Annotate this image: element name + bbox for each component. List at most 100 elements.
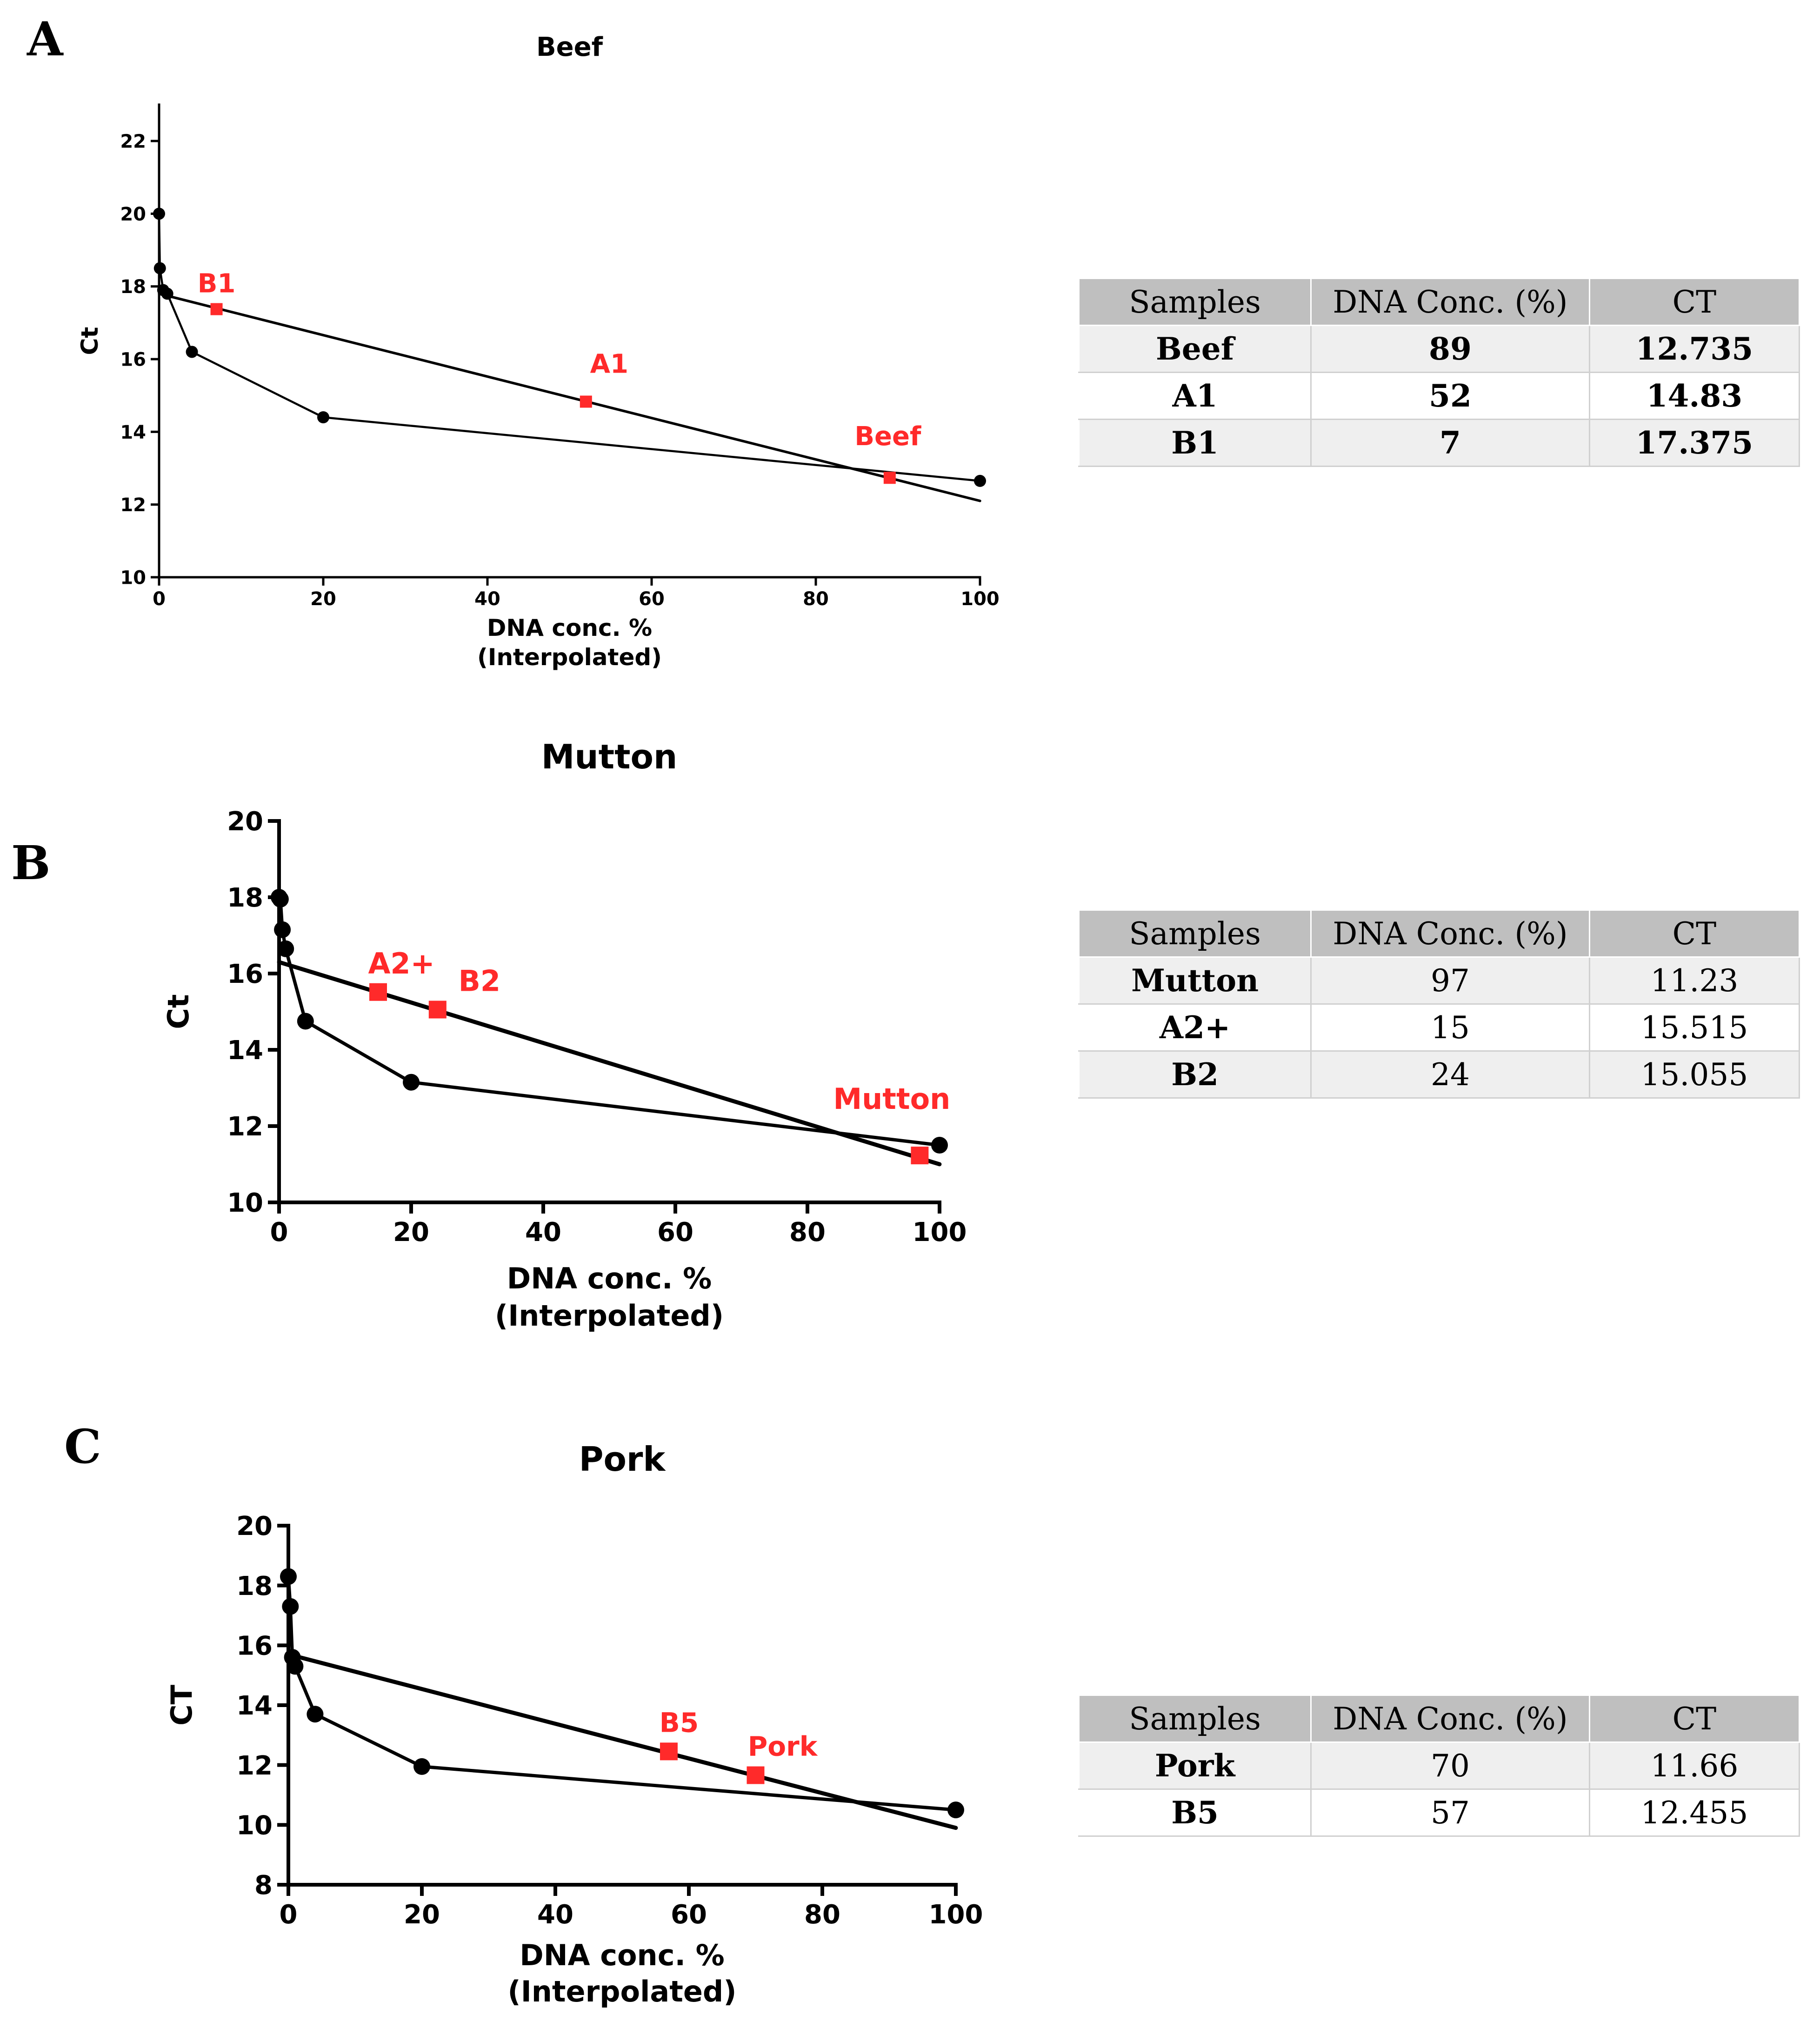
cell-sample: A2+ — [1078, 1003, 1312, 1052]
standard-point — [186, 346, 198, 358]
standard-curve-line — [287, 1574, 958, 1812]
y-axis-label: Ct — [161, 994, 195, 1029]
x-tick-label: 40 — [537, 1900, 573, 1930]
standard-point — [297, 1013, 314, 1030]
table-row: Mutton 97 11.23 — [1078, 956, 1800, 1005]
table-header-row: Samples DNA Conc. (%) CT — [1078, 278, 1800, 326]
y-tick-label: 16 — [120, 349, 146, 370]
standard-point — [307, 1706, 324, 1723]
x-tick-label: 100 — [913, 1217, 967, 1247]
sample-label: B5 — [660, 1707, 699, 1738]
cell-sample: B5 — [1078, 1788, 1312, 1837]
sample-marker — [369, 983, 387, 1001]
cell-dna-conc: 89 — [1310, 325, 1590, 373]
x-tick-label: 80 — [789, 1217, 826, 1247]
y-tick-label: 10 — [236, 1810, 273, 1841]
panel-letter-c: C — [64, 1419, 101, 1474]
x-tick-label: 20 — [393, 1217, 429, 1247]
y-axis-label: Ct — [76, 327, 103, 355]
regression-line — [277, 960, 942, 1167]
y-tick-label: 14 — [227, 1035, 263, 1066]
x-tick-label: 60 — [639, 588, 665, 610]
cell-dna-conc: 52 — [1310, 372, 1590, 420]
sample-label: Pork — [748, 1731, 818, 1762]
chart-title: Mutton — [541, 737, 677, 776]
y-tick-label: 8 — [254, 1870, 273, 1901]
cell-ct: 15.055 — [1588, 1050, 1800, 1099]
x-tick-label: 40 — [525, 1217, 561, 1247]
cell-ct: 14.83 — [1588, 372, 1800, 420]
standard-point — [161, 287, 173, 300]
y-tick-label: 10 — [120, 567, 146, 588]
standard-point — [280, 1568, 297, 1585]
y-tick-label: 18 — [236, 1571, 273, 1601]
table-row: B1 7 17.375 — [1078, 419, 1800, 467]
y-tick-label: 10 — [227, 1188, 263, 1218]
cell-ct: 17.375 — [1588, 419, 1800, 467]
beef-results-table: Samples DNA Conc. (%) CT Beef 89 12.735 … — [1078, 278, 1800, 467]
chart-title: Beef — [536, 32, 603, 62]
table-row: A2+ 15 15.515 — [1078, 1003, 1800, 1052]
chart-title: Pork — [579, 1440, 667, 1479]
cell-sample: B2 — [1078, 1050, 1312, 1099]
header-dna-conc: DNA Conc. (%) — [1310, 909, 1590, 958]
table-row: B5 57 12.455 — [1078, 1788, 1800, 1837]
x-axis-sublabel: (Interpolated) — [477, 644, 662, 671]
standard-point — [282, 1598, 299, 1615]
y-tick-label: 16 — [227, 959, 263, 989]
y-axis-label: CT — [165, 1685, 199, 1726]
x-axis-label: DNA conc. % — [507, 1261, 712, 1295]
sample-label: Mutton — [833, 1082, 950, 1116]
cell-dna-conc: 97 — [1310, 956, 1590, 1005]
cell-sample: Pork — [1078, 1741, 1312, 1790]
x-tick-label: 20 — [310, 588, 336, 610]
sample-marker — [660, 1742, 678, 1761]
cell-sample: Mutton — [1078, 956, 1312, 1005]
sample-marker — [428, 1001, 447, 1019]
x-tick-label: 80 — [804, 1900, 840, 1930]
y-tick-label: 14 — [236, 1691, 273, 1721]
sample-label: Beef — [854, 421, 921, 452]
cell-dna-conc: 57 — [1310, 1788, 1590, 1837]
table-row: B2 24 15.055 — [1078, 1050, 1800, 1099]
standard-point — [931, 1137, 948, 1154]
header-dna-conc: DNA Conc. (%) — [1310, 278, 1590, 326]
beef-chart: Beef 10 12 14 16 18 20 22 0 20 40 60 80 100 DNA conc. … — [76, 32, 1000, 671]
sample-marker — [883, 472, 896, 484]
header-ct: CT — [1588, 278, 1800, 326]
cell-ct: 11.23 — [1588, 956, 1800, 1005]
standard-point — [947, 1801, 964, 1819]
x-tick-label: 60 — [671, 1900, 707, 1930]
y-tick-label: 14 — [120, 422, 146, 443]
standard-point — [272, 891, 289, 908]
cell-sample: B1 — [1078, 419, 1312, 467]
sample-marker — [210, 303, 223, 315]
cell-ct: 12.735 — [1588, 325, 1800, 373]
sample-marker — [911, 1147, 929, 1165]
x-tick-label: 60 — [657, 1217, 693, 1247]
x-tick-label: 0 — [280, 1900, 298, 1930]
cell-dna-conc: 24 — [1310, 1050, 1590, 1099]
table-row: Pork 70 11.66 — [1078, 1741, 1800, 1790]
y-tick-label: 18 — [120, 276, 146, 298]
y-tick-label: 22 — [120, 131, 146, 153]
y-tick-label: 12 — [236, 1751, 273, 1781]
standard-point — [403, 1074, 420, 1091]
sample-label: B1 — [198, 269, 236, 299]
cell-dna-conc: 15 — [1310, 1003, 1590, 1052]
table-header-row: Samples DNA Conc. (%) CT — [1078, 909, 1800, 958]
panel-letter-b: B — [11, 835, 51, 890]
cell-sample: Beef — [1078, 325, 1312, 373]
cell-dna-conc: 70 — [1310, 1741, 1590, 1790]
header-samples: Samples — [1078, 1694, 1312, 1743]
regression-line — [158, 292, 981, 502]
header-samples: Samples — [1078, 278, 1312, 326]
standard-point — [277, 940, 294, 957]
standard-point — [413, 1758, 430, 1775]
pork-chart: Pork 8 10 12 14 16 18 20 0 20 40 60 80 100 DNA conc. %… — [165, 1440, 983, 2008]
y-tick-label: 20 — [236, 1511, 273, 1541]
y-tick-label: 20 — [120, 204, 146, 225]
cell-dna-conc: 7 — [1310, 419, 1590, 467]
x-tick-label: 0 — [270, 1217, 288, 1247]
standard-point — [974, 474, 986, 487]
